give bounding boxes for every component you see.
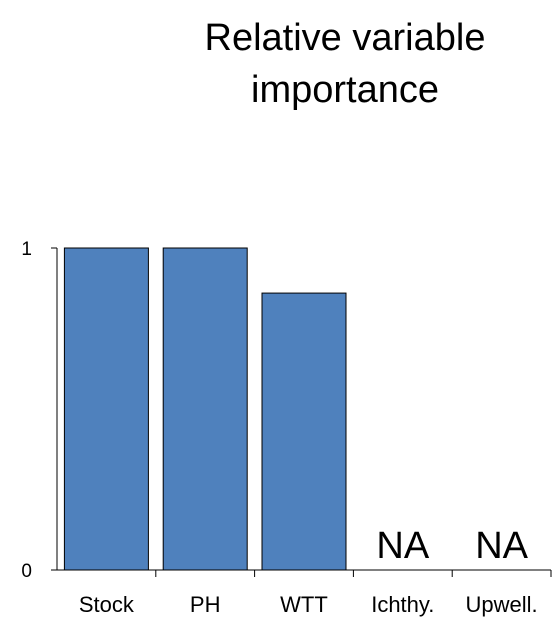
y-tick-label-max: 1	[21, 239, 32, 260]
x-tick-label-wtt: WTT	[280, 592, 328, 617]
chart-title: Relative variable importance	[120, 12, 554, 116]
bars-group: NA NA	[63, 247, 529, 571]
chart-title-line-1: Relative variable	[204, 17, 486, 59]
bar-stock	[63, 247, 149, 571]
na-label-upwell: NA	[475, 525, 528, 567]
na-label-ichthy: NA	[376, 525, 429, 567]
x-tick-labels: Stock PH WTT Ichthy. Upwell.	[79, 592, 538, 617]
x-tick-label-ichthy: Ichthy.	[371, 592, 434, 617]
x-tick-label-stock: Stock	[79, 592, 135, 617]
x-tick-label-ph: PH	[190, 592, 221, 617]
bar-wtt	[261, 292, 347, 571]
bar-ph	[162, 247, 248, 571]
chart-title-line-2: importance	[251, 69, 439, 111]
y-tick-label-min: 0	[21, 561, 32, 582]
x-tick-label-upwell: Upwell.	[466, 592, 538, 617]
